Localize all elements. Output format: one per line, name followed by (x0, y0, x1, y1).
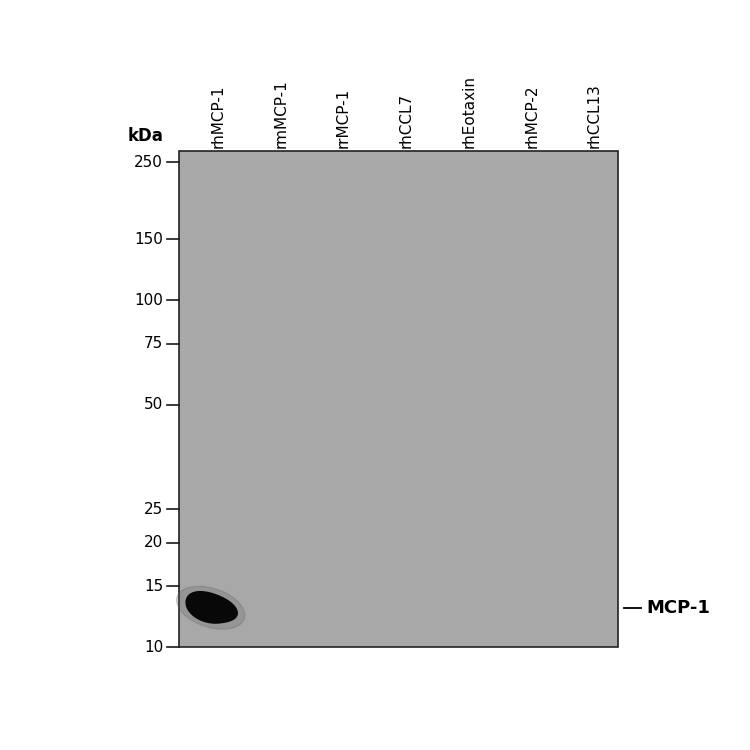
Text: MCP-1: MCP-1 (646, 598, 710, 616)
Text: 150: 150 (134, 232, 164, 247)
Polygon shape (176, 586, 244, 629)
Bar (179, 151, 618, 647)
Text: rhMCP-2: rhMCP-2 (524, 84, 539, 148)
Text: 25: 25 (144, 502, 164, 517)
Text: rhCCL13: rhCCL13 (587, 83, 602, 148)
Text: rrMCP-1: rrMCP-1 (336, 88, 351, 148)
Text: rmMCP-1: rmMCP-1 (274, 79, 289, 148)
Text: rhCCL7: rhCCL7 (399, 93, 414, 148)
Text: 100: 100 (134, 292, 164, 308)
Text: 75: 75 (144, 336, 164, 351)
Text: rhMCP-1: rhMCP-1 (211, 84, 226, 148)
Text: kDa: kDa (128, 127, 164, 145)
Text: 250: 250 (134, 154, 164, 170)
Polygon shape (186, 592, 237, 623)
Text: 10: 10 (144, 640, 164, 655)
Text: 20: 20 (144, 536, 164, 550)
Text: rhEotaxin: rhEotaxin (461, 75, 476, 148)
Text: 50: 50 (144, 398, 164, 412)
Text: 15: 15 (144, 579, 164, 594)
